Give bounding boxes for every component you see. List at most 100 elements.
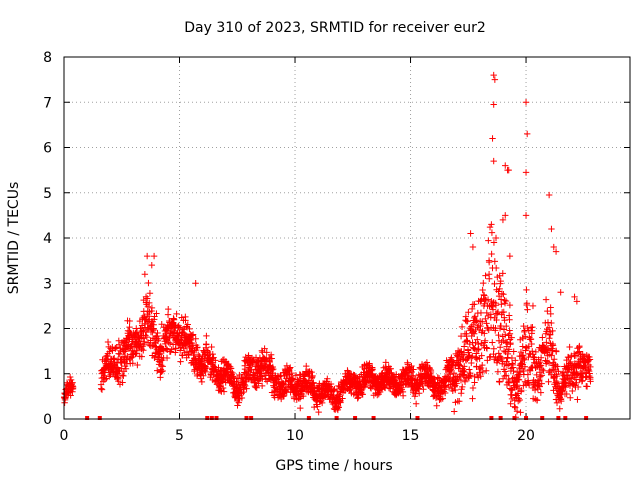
data-point — [496, 378, 503, 386]
data-point — [486, 223, 494, 231]
data-point — [488, 229, 496, 236]
data-point — [545, 346, 552, 353]
data-point — [463, 337, 471, 344]
data-point — [324, 375, 331, 383]
data-point — [568, 375, 575, 382]
data-point — [469, 352, 476, 360]
data-point — [534, 377, 542, 385]
data-point — [533, 397, 541, 404]
data-point — [518, 360, 525, 367]
y-tick-label: 1 — [43, 367, 52, 383]
data-point — [546, 335, 553, 342]
data-point — [480, 292, 488, 299]
zero-marker — [334, 416, 339, 420]
data-point — [476, 369, 483, 376]
data-point — [531, 354, 538, 361]
data-point — [238, 394, 246, 402]
data-point — [143, 333, 151, 341]
data-point — [539, 334, 546, 341]
zero-marker — [244, 416, 249, 420]
data-point — [182, 313, 189, 321]
plot-frame — [63, 56, 631, 420]
data-point — [545, 378, 552, 385]
data-point — [511, 403, 518, 410]
data-point — [497, 277, 504, 285]
data-point — [536, 358, 544, 366]
data-point — [499, 270, 506, 277]
data-point — [474, 346, 482, 354]
data-point — [587, 378, 594, 385]
data-point — [374, 391, 381, 399]
data-point — [544, 307, 551, 315]
data-point — [459, 383, 466, 391]
data-point — [487, 311, 495, 318]
data-point — [192, 280, 199, 287]
data-point — [477, 309, 485, 317]
data-point — [579, 370, 586, 378]
data-point — [212, 357, 219, 364]
data-point — [481, 337, 489, 345]
data-point — [472, 339, 479, 347]
data-point — [451, 408, 458, 415]
data-point — [464, 317, 471, 325]
data-point — [461, 378, 469, 385]
data-point — [521, 333, 529, 340]
data-point — [552, 248, 560, 255]
x-tick-label: 20 — [517, 428, 535, 444]
data-point — [501, 368, 509, 375]
data-point — [195, 351, 202, 359]
data-point — [165, 305, 172, 313]
data-point — [508, 360, 516, 367]
data-point — [549, 342, 557, 349]
data-point — [506, 252, 514, 260]
data-point — [508, 395, 516, 403]
data-point — [542, 296, 550, 303]
data-point — [286, 365, 293, 372]
data-point — [318, 399, 326, 407]
data-point — [134, 361, 141, 369]
chart-title: Day 310 of 2023, SRMTID for receiver eur… — [184, 20, 486, 36]
data-point — [522, 344, 530, 351]
data-point — [491, 76, 499, 83]
data-point — [546, 331, 554, 338]
data-point — [489, 339, 496, 346]
data-point — [510, 367, 517, 375]
data-point — [150, 252, 158, 260]
data-point — [126, 317, 133, 325]
data-point — [479, 361, 486, 369]
zero-marker — [205, 416, 210, 420]
data-point — [508, 354, 516, 362]
data-point — [106, 373, 113, 380]
data-point — [202, 368, 209, 376]
data-point — [267, 351, 275, 358]
data-point — [461, 363, 468, 370]
data-point — [177, 358, 184, 365]
data-point — [189, 331, 197, 338]
data-point — [148, 261, 155, 269]
data-point — [545, 191, 553, 199]
data-point — [241, 382, 249, 390]
data-point — [553, 372, 561, 380]
data-point — [464, 346, 472, 353]
data-point — [558, 397, 565, 405]
data-point — [143, 252, 151, 260]
data-point — [586, 356, 594, 363]
data-point — [241, 381, 248, 388]
data-point — [138, 353, 145, 360]
data-point — [261, 345, 268, 352]
data-point — [454, 375, 462, 383]
data-point — [574, 383, 582, 391]
y-tick-label: 6 — [43, 141, 52, 157]
data-point — [468, 305, 476, 313]
data-point — [498, 301, 505, 308]
data-point — [469, 384, 477, 392]
data-point — [466, 372, 473, 380]
data-point — [469, 243, 477, 251]
data-point — [259, 375, 266, 382]
data-point — [483, 309, 490, 317]
data-point — [496, 285, 503, 293]
data-point — [434, 374, 441, 381]
data-point — [287, 364, 294, 371]
data-point — [495, 350, 502, 357]
data-point — [146, 289, 154, 297]
